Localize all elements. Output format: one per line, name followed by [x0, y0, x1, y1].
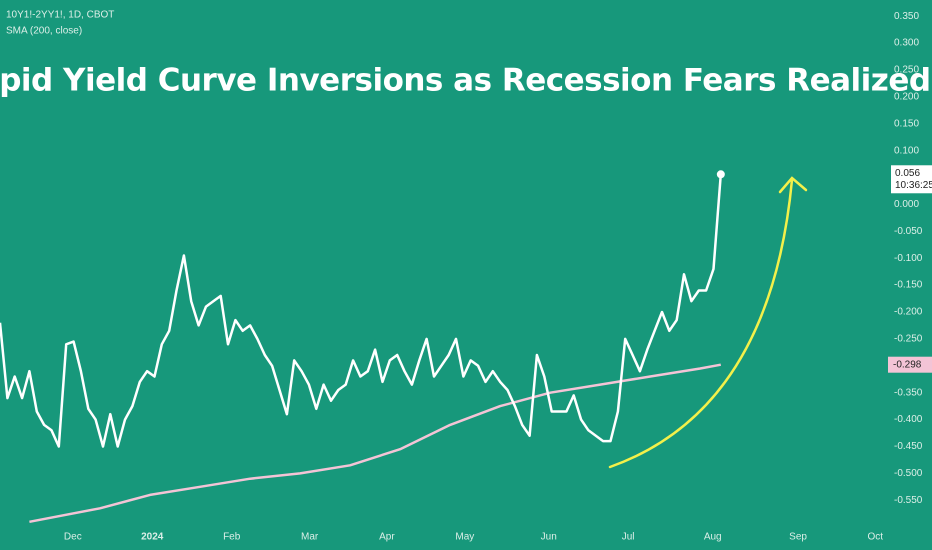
y-tick-label: 0.300 — [894, 38, 919, 49]
x-tick-label: Jun — [541, 532, 557, 543]
y-tick-label: 0.000 — [894, 199, 919, 210]
y-tick-label: 0.350 — [894, 11, 919, 22]
y-tick-label: -0.500 — [894, 468, 923, 479]
y-tick-label: 0.200 — [894, 91, 919, 102]
x-tick-label: Apr — [379, 532, 395, 543]
annotation-arrow — [608, 176, 808, 469]
y-tick-label: -0.200 — [894, 307, 923, 318]
sma-line — [29, 363, 722, 524]
price-label-box — [891, 165, 932, 194]
y-tick-label: -0.400 — [894, 414, 923, 425]
x-tick-label: 2024 — [141, 532, 164, 543]
x-tick-label: Dec — [64, 532, 82, 543]
x-tick-label: Jul — [622, 532, 635, 543]
x-tick-label: Aug — [704, 532, 722, 543]
y-tick-label: 0.100 — [894, 145, 919, 156]
x-tick-label: Mar — [301, 532, 319, 543]
x-tick-label: Feb — [223, 532, 241, 543]
y-tick-label: -0.450 — [894, 441, 923, 452]
y-tick-label: -0.100 — [894, 253, 923, 264]
x-tick-label: Sep — [789, 532, 807, 543]
price-label: 0.056 — [895, 168, 920, 179]
y-tick-label: -0.050 — [894, 226, 923, 237]
chart-title: Rapid Yield Curve Inversions as Recessio… — [0, 63, 931, 99]
y-tick-label: -0.550 — [894, 495, 923, 506]
y-tick-label: -0.250 — [894, 334, 923, 345]
symbol: 10Y1!-2YY1!, 1D, CBOT — [6, 10, 114, 21]
sma-label: -0.298 — [893, 359, 922, 370]
price-line — [0, 174, 723, 448]
y-tick-label: 0.250 — [894, 65, 919, 76]
x-tick-label: Oct — [868, 532, 884, 543]
indicator: SMA (200, close) — [6, 26, 82, 37]
y-tick-label: -0.350 — [894, 387, 923, 398]
y-tick-label: 0.150 — [894, 118, 919, 129]
sma-label-box — [888, 356, 932, 373]
x-tick-label: May — [455, 532, 474, 543]
countdown: 10:36:25 — [895, 180, 932, 191]
y-tick-label: -0.150 — [894, 280, 923, 291]
last-point — [716, 170, 725, 179]
